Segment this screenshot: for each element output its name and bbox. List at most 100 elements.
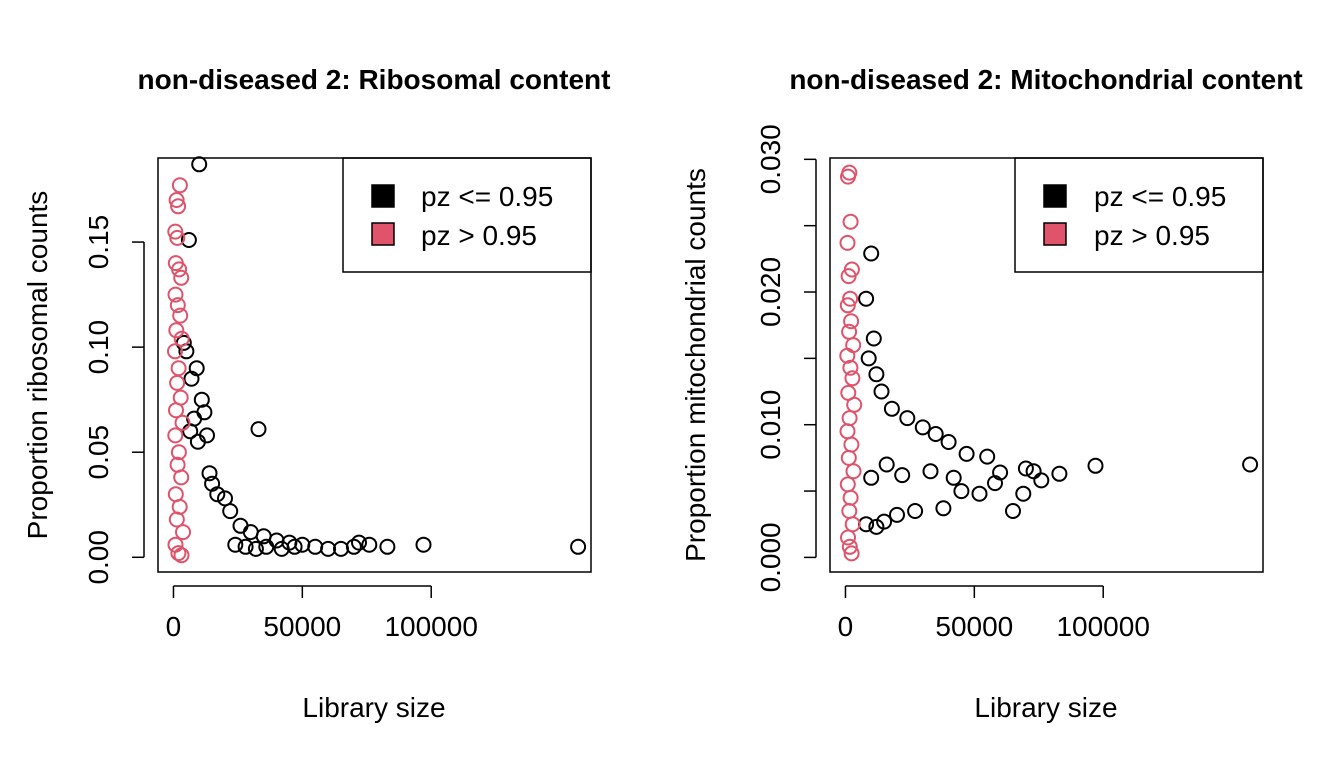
point-high [171,261,188,278]
point-high [845,337,862,354]
point-low [191,156,208,173]
point-high [841,503,858,519]
points-layer [167,156,587,564]
chart-title: non-diseased 2: Ribosomal content [138,64,611,95]
point-high [170,444,187,461]
y-tick-label: 0.15 [83,215,114,270]
point-low [1033,472,1050,489]
legend-box [1014,157,1264,273]
y-tick-label: 0.020 [755,257,786,327]
point-high [845,463,862,480]
point-low [193,391,210,408]
point-low [361,536,378,553]
point-high [842,290,859,307]
point-high [839,347,856,364]
legend-label-high: pz > 0.95 [1094,220,1210,251]
point-low [945,469,962,486]
point-high [840,268,857,285]
legend-label-low: pz <= 0.95 [1094,181,1226,212]
point-high [173,330,190,347]
point-low [201,465,218,482]
legend-swatch-black [371,184,395,208]
point-low [1025,463,1042,480]
point-low [863,469,880,486]
x-tick-label: 50000 [935,611,1013,642]
y-tick-label: 0.05 [83,425,114,480]
point-high [167,223,184,240]
y-tick-label: 0.000 [755,522,786,592]
point-low [209,486,226,503]
y-axis-label: Proportion ribosomal counts [22,191,53,540]
y-axis-label: Proportion mitochondrial counts [680,168,711,562]
y-axis: 0.00 0.05 0.10 0.15 [83,215,145,585]
point-high [168,402,184,419]
point-low [1051,465,1068,482]
point-low [940,434,957,450]
legend-swatch-red [1043,222,1067,246]
mitochondrial-panel: non-diseased 2: Mitochondrial content 0 5… [680,64,1303,723]
point-high [171,177,188,194]
point-high [167,427,184,444]
point-low [258,538,275,555]
point-high [840,449,857,466]
point-low [351,534,367,551]
point-high [842,213,859,230]
x-axis: 0 50000 100000 [166,585,478,642]
point-low [227,536,244,553]
point-high [169,297,186,314]
point-low [899,410,916,427]
point-high [839,234,856,251]
point-high [844,370,861,387]
point-low [979,448,996,465]
x-tick-label: 100000 [1056,611,1149,642]
y-tick-label: 0.10 [83,320,114,375]
point-low [868,366,885,383]
point-low [865,330,882,347]
point-high [842,489,859,506]
y-tick-label: 0.010 [755,390,786,460]
point-high [169,374,186,391]
ribosomal-panel: non-diseased 2: Ribosomal content 0 50000… [22,64,610,723]
point-low [286,538,303,555]
chart-title: non-diseased 2: Mitochondrial content [789,64,1302,95]
point-high [173,269,190,286]
point-high [843,436,860,453]
point-low [863,245,880,262]
point-high [840,168,856,185]
y-axis: 0.000 0.010 0.020 0.030 [755,124,817,592]
point-high [841,410,858,427]
point-low [953,483,970,500]
point-high [172,307,189,324]
point-low [868,518,885,535]
point-low [320,540,337,557]
x-tick-label: 50000 [263,611,341,642]
point-low [889,506,905,523]
point-high [174,414,191,431]
point-high [844,516,861,533]
point-low [196,404,213,421]
point-low [1017,460,1034,477]
legend: pz <= 0.95 pz > 0.95 [342,157,592,273]
point-low [894,467,911,484]
legend: pz <= 0.95 pz > 0.95 [1014,157,1264,273]
x-axis-label: Library size [302,692,445,723]
point-high [839,297,856,314]
point-low [907,503,924,519]
point-low [1015,485,1032,502]
legend-box [342,157,592,273]
point-low [1087,457,1104,474]
point-low [927,426,944,442]
point-low [250,421,267,438]
point-low [183,370,200,387]
point-low [222,503,239,520]
point-low [180,232,197,248]
point-high [839,476,856,493]
point-high [170,198,187,215]
legend-label-high: pz > 0.95 [421,220,537,251]
point-high [168,511,185,528]
point-low [1242,456,1259,473]
point-high [167,343,183,360]
point-low [189,433,206,450]
x-axis-label: Library size [974,692,1117,723]
point-high [170,545,187,562]
